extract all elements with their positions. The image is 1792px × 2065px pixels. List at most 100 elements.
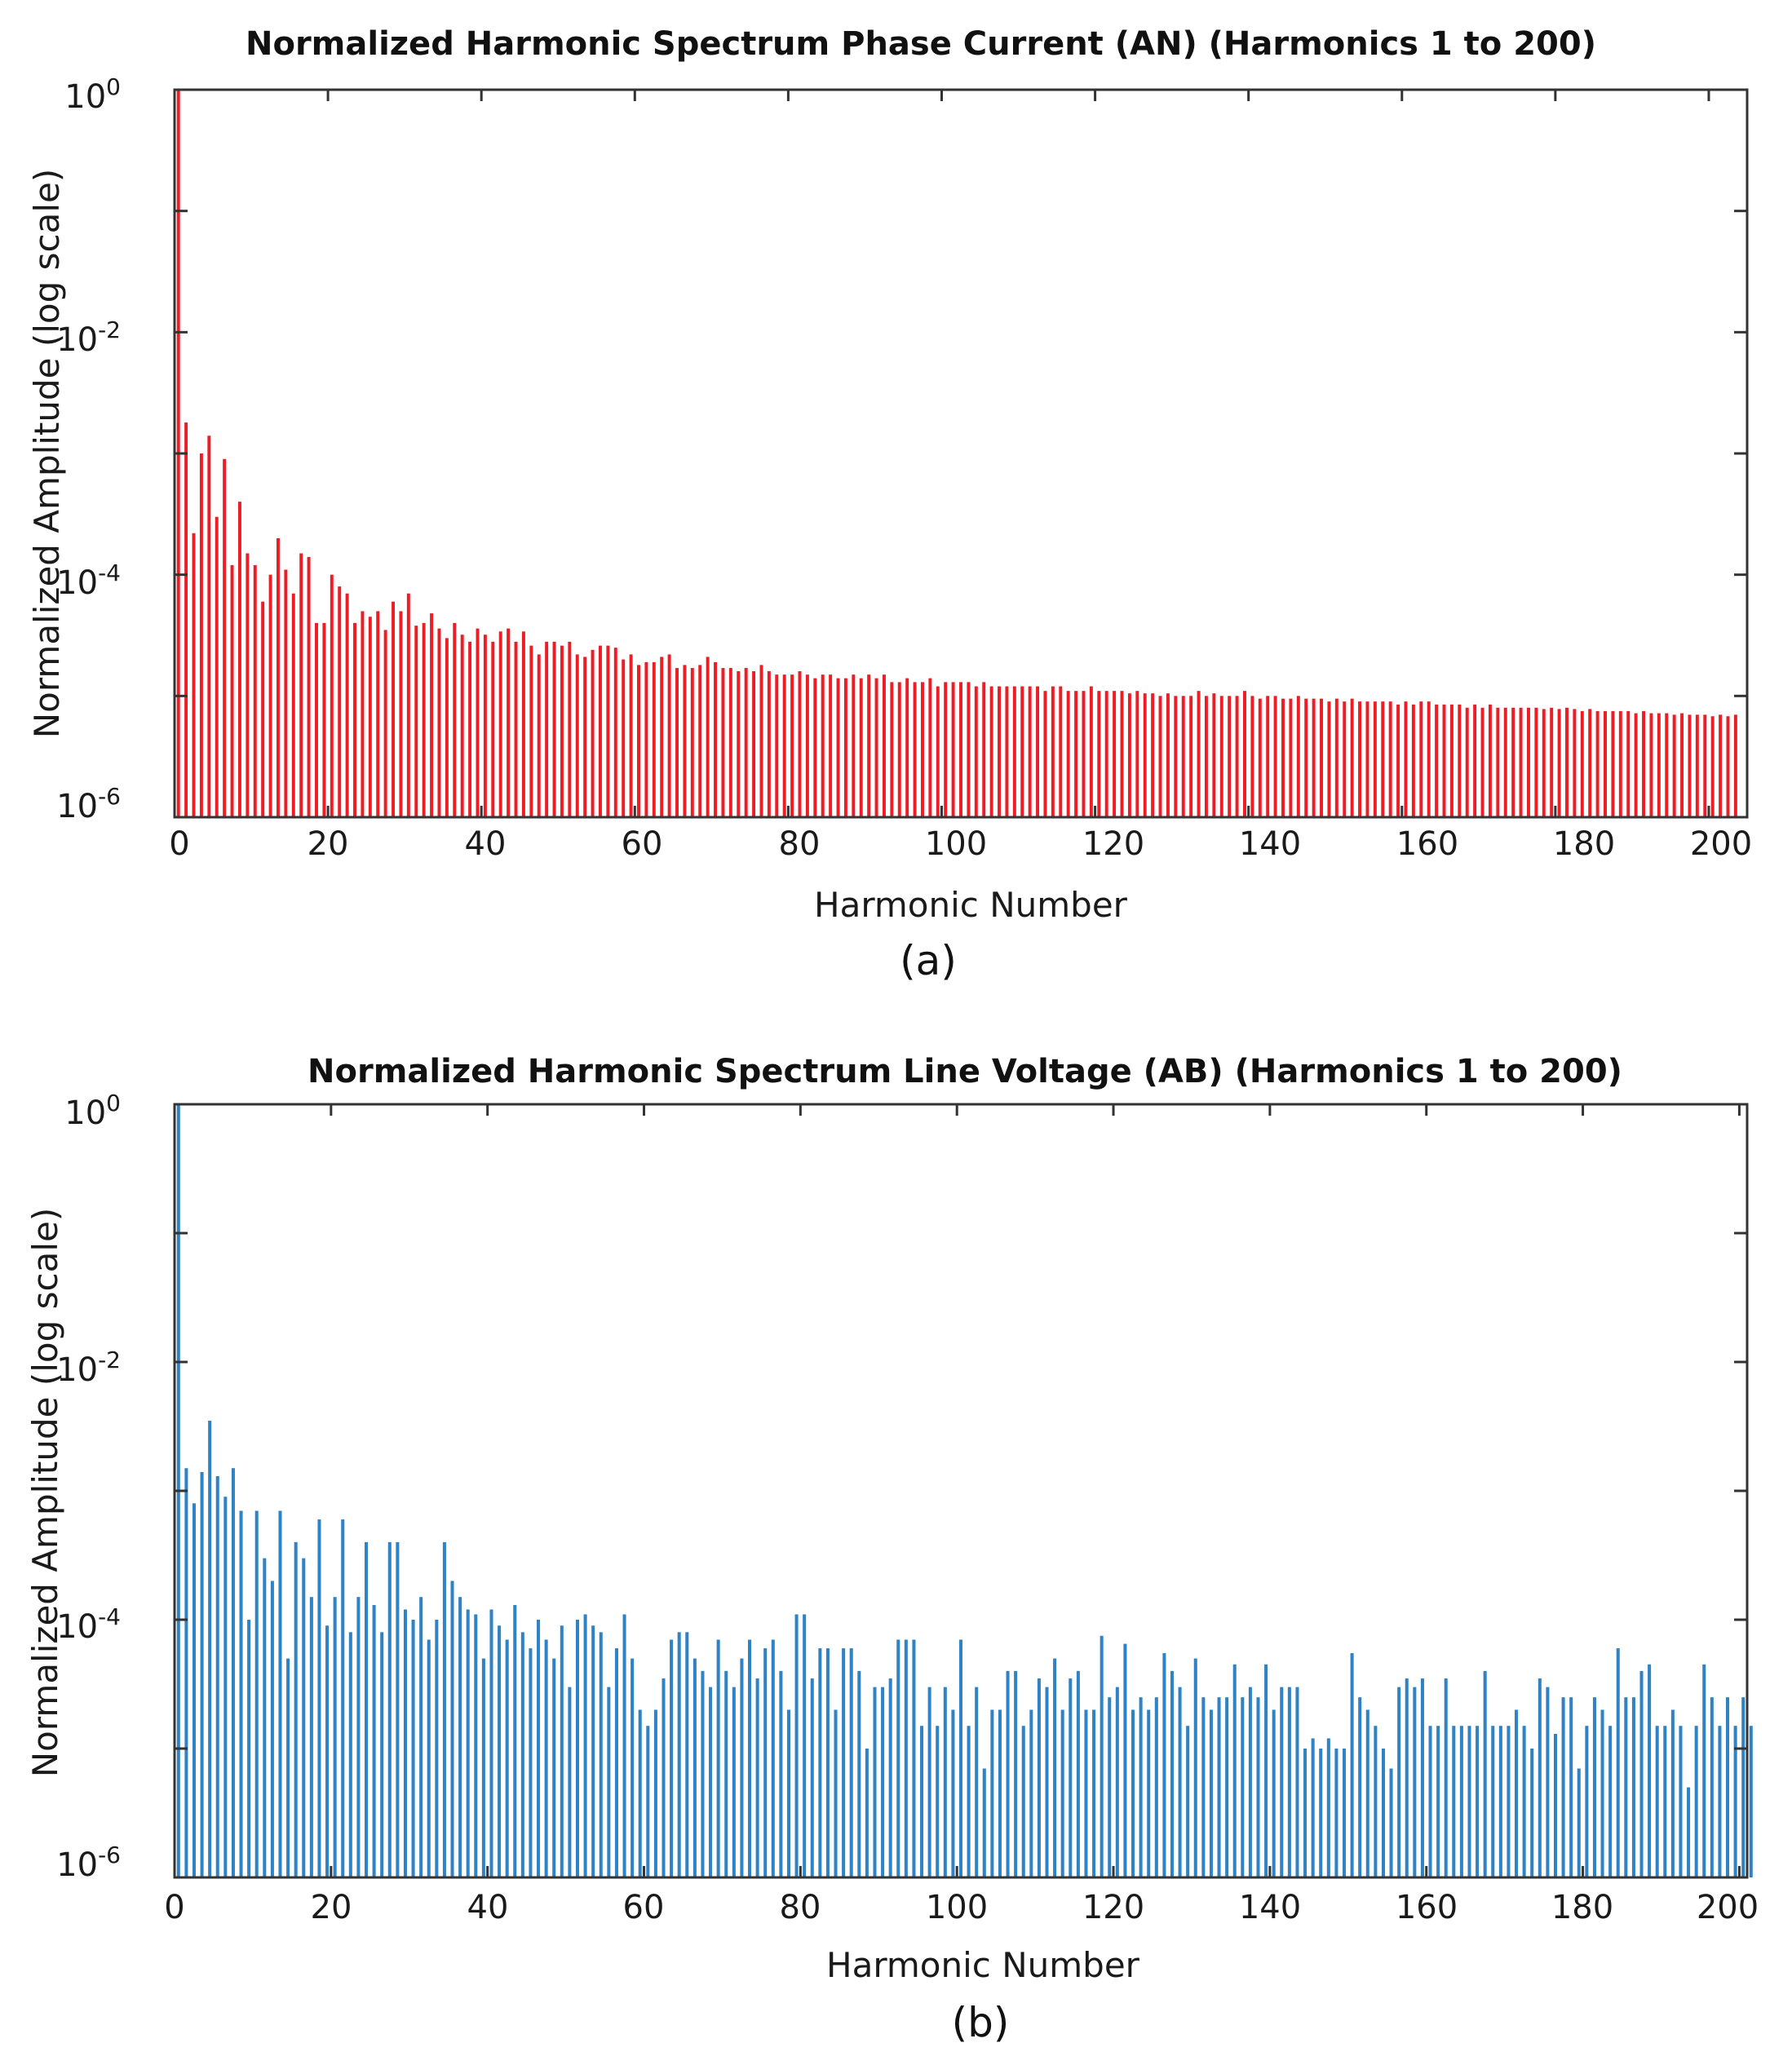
chart-a-bar-harmonic-65 bbox=[667, 654, 671, 817]
chart-b-bar-harmonic-193 bbox=[1679, 1726, 1683, 1877]
chart-b-bar-harmonic-117 bbox=[1084, 1709, 1088, 1877]
chart-b-bar-harmonic-92 bbox=[888, 1678, 892, 1877]
chart-a-bars bbox=[176, 90, 1737, 817]
chart-b-bar-harmonic-84 bbox=[825, 1648, 830, 1877]
chart-a-bar-harmonic-169 bbox=[1465, 707, 1469, 817]
chart-b-bar-harmonic-3 bbox=[192, 1503, 196, 1877]
chart-a-bar-harmonic-124 bbox=[1120, 691, 1124, 817]
chart-a-bar-harmonic-109 bbox=[1005, 686, 1009, 817]
chart-a-bar-harmonic-28 bbox=[383, 630, 387, 817]
chart-a-bar-harmonic-137 bbox=[1219, 696, 1223, 817]
chart-a-bar-harmonic-35 bbox=[437, 628, 441, 817]
chart-b-bar-harmonic-12 bbox=[263, 1558, 267, 1877]
chart-b-bar-harmonic-85 bbox=[834, 1709, 838, 1877]
chart-a-bar-harmonic-128 bbox=[1151, 693, 1155, 817]
chart-a-bar-harmonic-118 bbox=[1074, 691, 1078, 817]
chart-a-bar-harmonic-16 bbox=[291, 593, 295, 817]
chart-a-bar-harmonic-6 bbox=[215, 516, 219, 817]
chart-b-bar-harmonic-51 bbox=[568, 1687, 572, 1877]
chart-a-bar-harmonic-174 bbox=[1503, 707, 1507, 817]
chart-b-xtick-label: 180 bbox=[1551, 1889, 1613, 1926]
chart-b-bar-harmonic-76 bbox=[763, 1648, 768, 1877]
chart-b-bar-harmonic-182 bbox=[1592, 1697, 1596, 1877]
chart-a-bar-harmonic-30 bbox=[399, 611, 403, 817]
chart-a-bar-harmonic-145 bbox=[1281, 698, 1285, 817]
chart-b-bar-harmonic-90 bbox=[873, 1687, 877, 1877]
chart-panel-b: Normalized Harmonic Spectrum Line Voltag… bbox=[25, 1053, 1759, 2046]
chart-a-bar-harmonic-203 bbox=[1726, 716, 1730, 817]
chart-b-bar-harmonic-107 bbox=[1006, 1670, 1010, 1877]
chart-a-bar-harmonic-98 bbox=[921, 682, 924, 817]
chart-b-xlabel: Harmonic Number bbox=[826, 1945, 1140, 1985]
chart-a-bar-harmonic-70 bbox=[706, 657, 710, 817]
chart-a-bar-harmonic-142 bbox=[1258, 698, 1262, 817]
chart-b-bar-harmonic-122 bbox=[1123, 1643, 1127, 1877]
chart-a-xtick-label: 200 bbox=[1690, 825, 1752, 863]
chart-a-bar-harmonic-151 bbox=[1327, 701, 1331, 817]
chart-a-bar-harmonic-40 bbox=[476, 628, 480, 817]
chart-b-bar-harmonic-124 bbox=[1139, 1697, 1143, 1877]
chart-b-bar-harmonic-14 bbox=[278, 1510, 282, 1877]
chart-a-bar-harmonic-19 bbox=[315, 622, 318, 817]
chart-b-bar-harmonic-95 bbox=[912, 1639, 916, 1877]
chart-b-bar-harmonic-19 bbox=[317, 1519, 321, 1877]
chart-b-title: Normalized Harmonic Spectrum Line Voltag… bbox=[308, 1053, 1622, 1090]
chart-b-bar-harmonic-75 bbox=[755, 1678, 759, 1877]
chart-a-bar-harmonic-54 bbox=[583, 657, 587, 817]
chart-a-bar-harmonic-168 bbox=[1458, 704, 1462, 817]
chart-a-xtick-label: 80 bbox=[779, 825, 821, 863]
chart-b-bar-harmonic-158 bbox=[1405, 1678, 1409, 1877]
chart-b-bar-harmonic-111 bbox=[1037, 1678, 1041, 1877]
chart-b-bar-harmonic-132 bbox=[1201, 1697, 1206, 1877]
chart-b-bar-harmonic-45 bbox=[520, 1632, 524, 1877]
chart-b-bar-harmonic-159 bbox=[1413, 1687, 1417, 1877]
chart-a-bar-harmonic-136 bbox=[1212, 693, 1216, 817]
chart-a-bar-harmonic-153 bbox=[1343, 701, 1347, 817]
chart-a-bar-harmonic-86 bbox=[829, 674, 833, 817]
chart-b-bar-harmonic-112 bbox=[1045, 1687, 1049, 1877]
chart-a-bar-harmonic-2 bbox=[184, 422, 188, 817]
chart-a-bar-harmonic-57 bbox=[606, 645, 610, 817]
chart-b-xtick-label: 60 bbox=[623, 1889, 665, 1926]
chart-a-bar-harmonic-7 bbox=[223, 458, 227, 817]
chart-b-bar-harmonic-58 bbox=[622, 1614, 626, 1877]
chart-b-bar-harmonic-144 bbox=[1295, 1687, 1299, 1877]
chart-b-bar-harmonic-56 bbox=[607, 1687, 611, 1877]
chart-a-bar-harmonic-51 bbox=[560, 645, 564, 817]
chart-b-bar-harmonic-145 bbox=[1303, 1749, 1307, 1877]
chart-a-bar-harmonic-100 bbox=[936, 686, 940, 817]
chart-b-tickmarks bbox=[173, 1103, 1747, 1879]
chart-b-bar-harmonic-82 bbox=[810, 1678, 814, 1877]
chart-a-bar-harmonic-81 bbox=[790, 674, 794, 817]
chart-a-bar-harmonic-116 bbox=[1059, 686, 1063, 817]
chart-a-bar-harmonic-117 bbox=[1066, 691, 1070, 817]
chart-a-bar-harmonic-38 bbox=[460, 635, 464, 817]
chart-b-bar-harmonic-22 bbox=[341, 1519, 345, 1877]
chart-b-bar-harmonic-172 bbox=[1515, 1709, 1519, 1877]
chart-a-ytick-label: 100 bbox=[64, 73, 121, 116]
chart-a-bar-harmonic-172 bbox=[1488, 704, 1492, 817]
chart-b-bar-harmonic-198 bbox=[1718, 1726, 1722, 1877]
chart-a-bar-harmonic-26 bbox=[368, 617, 372, 817]
chart-b-bar-harmonic-61 bbox=[646, 1726, 650, 1877]
chart-a-bar-harmonic-29 bbox=[392, 601, 396, 817]
chart-a-bar-harmonic-11 bbox=[253, 564, 257, 817]
chart-a-bar-harmonic-156 bbox=[1365, 701, 1369, 817]
chart-a-bar-harmonic-135 bbox=[1204, 696, 1208, 817]
chart-a-bar-harmonic-71 bbox=[714, 661, 718, 817]
chart-a-bar-harmonic-161 bbox=[1404, 701, 1408, 817]
chart-a-bar-harmonic-202 bbox=[1719, 714, 1723, 817]
chart-b-bar-harmonic-97 bbox=[927, 1687, 931, 1877]
chart-b-bar-harmonic-68 bbox=[701, 1670, 705, 1877]
chart-a-bar-harmonic-115 bbox=[1051, 686, 1055, 817]
chart-a-xtick-label: 0 bbox=[169, 825, 189, 863]
chart-b-bar-harmonic-94 bbox=[904, 1639, 908, 1877]
chart-a-bar-harmonic-31 bbox=[406, 593, 410, 817]
chart-b-bar-harmonic-7 bbox=[223, 1497, 228, 1877]
chart-b-bar-harmonic-110 bbox=[1029, 1709, 1033, 1877]
chart-a-bar-harmonic-164 bbox=[1427, 701, 1431, 817]
chart-b-bar-harmonic-10 bbox=[247, 1620, 251, 1877]
chart-b-bar-harmonic-35 bbox=[442, 1541, 446, 1877]
chart-b-ytick-label: 10-4 bbox=[56, 1603, 121, 1646]
chart-b-bar-harmonic-147 bbox=[1319, 1749, 1323, 1877]
